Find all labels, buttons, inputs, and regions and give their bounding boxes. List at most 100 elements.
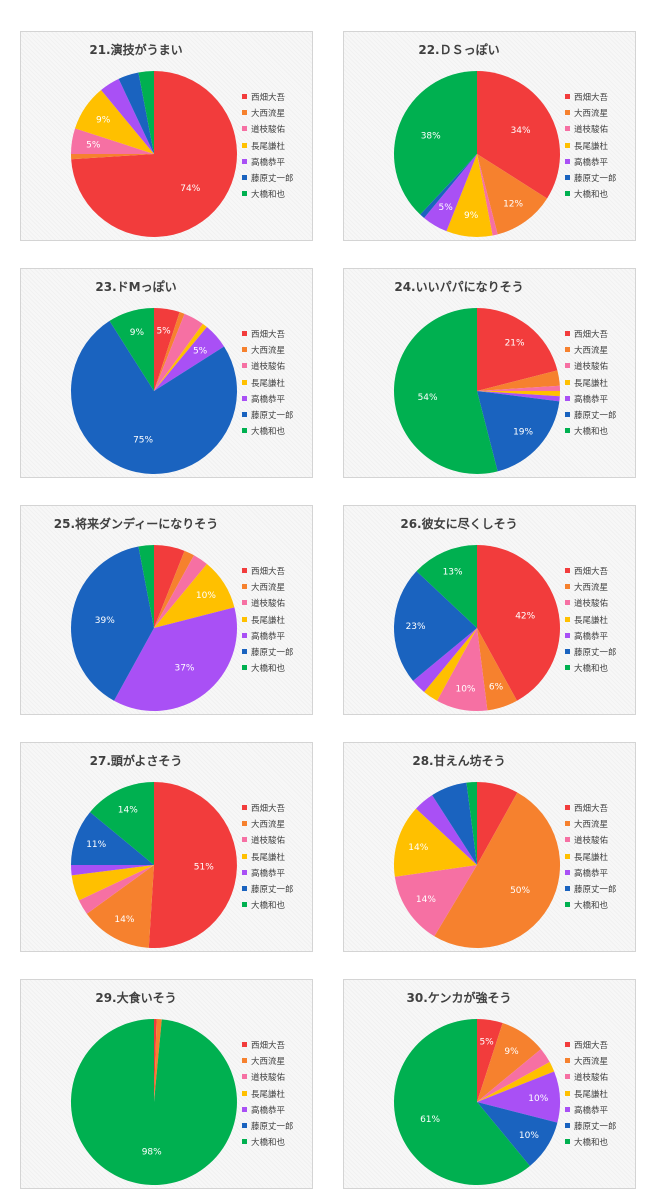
legend-item: 藤原丈一郎 [242, 408, 294, 424]
legend-item: 高橋恭平 [242, 1103, 294, 1119]
legend-label: 西畑大吾 [574, 93, 609, 103]
legend-item: 高橋恭平 [242, 392, 294, 408]
chart-title: 24.いいパパになりそう [394, 280, 524, 294]
legend-label: 長尾謙杜 [251, 378, 286, 389]
pie-slice-7 [416, 545, 477, 628]
pie-slice-4 [75, 90, 154, 154]
legend-swatch [242, 347, 247, 353]
legend-item: 高橋恭平 [565, 155, 617, 171]
pie-slice-7 [393, 308, 498, 475]
legend-item: 長尾謙杜 [242, 1087, 294, 1103]
legend-item: 大橋和也 [242, 1135, 294, 1151]
pie-slice-1 [154, 1019, 157, 1102]
legend-label: 西畑大吾 [251, 330, 286, 340]
chart-title: 22.ＤＳっぽい [418, 43, 500, 57]
pie-chart-29: 29.大食いそう 98% 西畑大吾 大西流星 道枝駿佑 長尾謙杜 高橋恭平 藤原丈一郎 大橋和也 [20, 979, 313, 1189]
pie-svg: 5% 9% 10% 10% 61% [394, 1019, 560, 1185]
legend-swatch [565, 411, 570, 417]
pie-chart-24: 24.いいパパになりそう 21% 19% 54% 西畑大吾 大西流星 道枝駿佑 長尾謙杜 高橋恭… [343, 268, 636, 478]
legend-item: 大西流星 [242, 817, 294, 833]
pie-chart-27: 27.頭がよさそう 51% 14% 11% 14% 西畑大吾 大西流星 道枝駿佑 長尾謙杜 高橋恭… [20, 742, 313, 952]
legend-label: 道枝駿佑 [574, 1073, 609, 1084]
legend-label: 大橋和也 [574, 190, 609, 201]
legend: 西畑大吾 大西流星 道枝駿佑 長尾謙杜 高橋恭平 藤原丈一郎 大橋和也 [242, 801, 294, 914]
legend-swatch [242, 869, 247, 875]
legend-item: 藤原丈一郎 [565, 171, 617, 187]
legend-swatch [242, 616, 247, 622]
legend-label: 西畑大吾 [251, 804, 286, 814]
legend-label: 藤原丈一郎 [574, 884, 617, 895]
legend-label: 大西流星 [251, 1057, 286, 1068]
chart-title: 21.演技がうまい [89, 43, 183, 57]
data-label: 34% [511, 126, 531, 136]
data-label: 5% [156, 326, 171, 336]
pie-slice-7 [394, 71, 477, 215]
data-label: 6% [489, 682, 504, 692]
legend-swatch [565, 584, 570, 590]
legend-label: 大橋和也 [574, 901, 609, 912]
legend-swatch [565, 665, 570, 671]
pie-slice-6 [477, 1102, 558, 1166]
legend-swatch [242, 902, 247, 908]
pie-slice-7 [70, 1019, 237, 1185]
pie-slice-6 [394, 571, 477, 681]
legend-label: 大西流星 [251, 346, 286, 357]
legend: 西畑大吾 大西流星 道枝駿佑 長尾謙杜 高橋恭平 藤原丈一郎 大橋和也 [565, 90, 617, 203]
legend-label: 長尾謙杜 [251, 852, 286, 863]
pie-slice-5 [477, 1071, 560, 1123]
data-label: 9% [504, 1047, 519, 1057]
pie-svg: 98% [70, 1019, 237, 1185]
legend-item: 長尾謙杜 [565, 850, 617, 866]
pie-slice-3 [154, 313, 203, 391]
legend-item: 大西流星 [242, 1054, 294, 1070]
legend: 西畑大吾 大西流星 道枝駿佑 長尾謙杜 高橋恭平 藤原丈一郎 大橋和也 [242, 1038, 294, 1151]
legend-item: 大橋和也 [565, 898, 617, 914]
legend-item: 高橋恭平 [565, 866, 617, 882]
legend-label: 大橋和也 [251, 1138, 286, 1149]
legend-label: 高橋恭平 [251, 631, 286, 642]
legend-swatch [242, 885, 247, 891]
pie-slice-1 [148, 782, 237, 948]
pie-chart-21: 21.演技がうまい 74% 5% 9% 西畑大吾 大西流星 道枝駿佑 長尾謙杜 高橋恭平 藤原丈一… [20, 31, 313, 241]
legend-label: 高橋恭平 [574, 157, 609, 168]
legend-swatch [242, 837, 247, 843]
legend-label: 道枝駿佑 [251, 362, 286, 373]
legend-item: 高橋恭平 [565, 629, 617, 645]
legend-item: 道枝駿佑 [565, 1070, 617, 1086]
legend: 西畑大吾 大西流星 道枝駿佑 長尾謙杜 高橋恭平 藤原丈一郎 大橋和也 [242, 327, 294, 440]
legend-label: 高橋恭平 [251, 157, 286, 168]
legend-label: 藤原丈一郎 [574, 1121, 617, 1132]
legend-label: 大橋和也 [251, 664, 286, 675]
pie-slice-3 [477, 385, 560, 391]
data-label: 14% [118, 805, 138, 815]
pie-slice-6 [71, 812, 154, 865]
pie-slice-2 [154, 1019, 162, 1102]
data-label: 10% [519, 1131, 539, 1141]
data-label: 9% [130, 328, 145, 338]
pie-slice-2 [477, 154, 548, 235]
legend-swatch [242, 1058, 247, 1064]
legend-label: 道枝駿佑 [251, 836, 286, 847]
pie-chart-25: 25.将来ダンディーになりそう 10% 37% 39% 西畑大吾 大西流星 道枝駿佑 長尾謙杜… [20, 505, 313, 715]
legend-swatch [242, 665, 247, 671]
legend-label: 大西流星 [574, 346, 609, 357]
legend-label: 大西流星 [574, 109, 609, 120]
legend-swatch [565, 902, 570, 908]
pie-slice-6 [70, 320, 237, 475]
legend-item: 西畑大吾 [565, 327, 617, 343]
data-label: 5% [439, 203, 454, 213]
pie-slice-4 [71, 865, 154, 901]
data-label: 9% [96, 116, 111, 126]
data-label: 14% [114, 915, 134, 925]
legend-swatch [242, 584, 247, 590]
legend-item: 道枝駿佑 [242, 1070, 294, 1086]
legend-label: 藤原丈一郎 [251, 1121, 294, 1132]
pie-slice-2 [477, 1023, 541, 1102]
legend-swatch [242, 379, 247, 385]
legend-item: 長尾謙杜 [565, 613, 617, 629]
pie-slice-2 [434, 792, 561, 949]
data-label: 23% [406, 622, 426, 632]
legend-item: 道枝駿佑 [242, 833, 294, 849]
legend-label: 道枝駿佑 [251, 1073, 286, 1084]
legend-item: 大西流星 [565, 343, 617, 359]
